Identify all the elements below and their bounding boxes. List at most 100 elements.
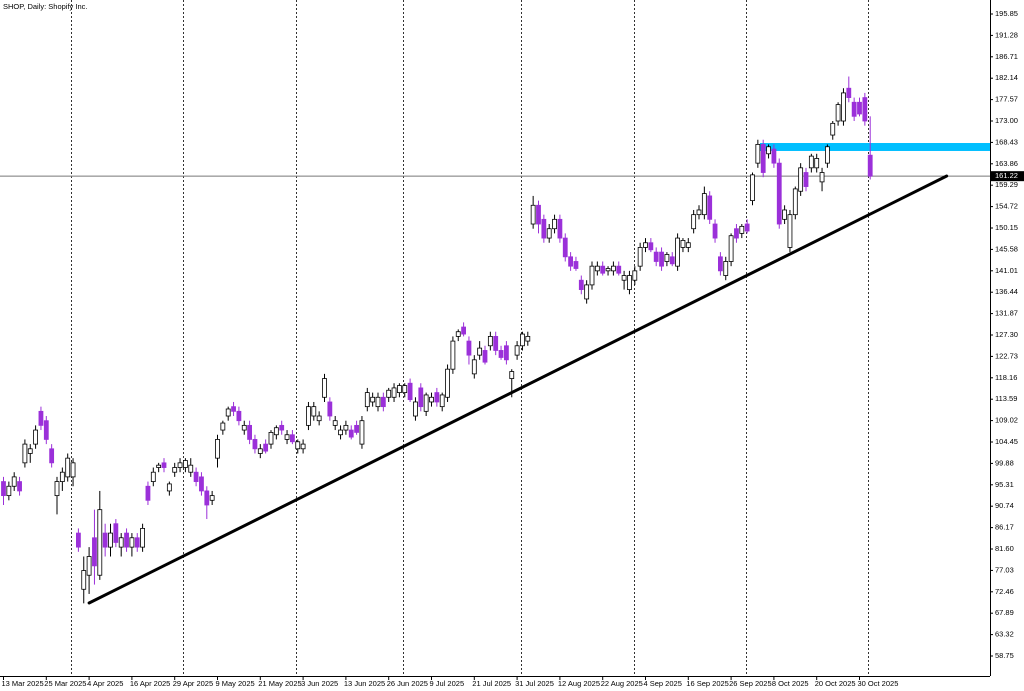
candle-body bbox=[418, 387, 424, 408]
candle-body bbox=[300, 443, 306, 450]
candle-body bbox=[819, 172, 825, 183]
x-tick-label: 13 Jun 2025 bbox=[344, 679, 385, 688]
candle-body bbox=[215, 439, 220, 459]
candle-body bbox=[659, 251, 664, 267]
candle-body bbox=[514, 345, 520, 356]
x-tick-label: 22 Aug 2025 bbox=[601, 679, 643, 688]
candle-body bbox=[113, 523, 119, 543]
candle-body bbox=[429, 396, 434, 403]
candle-body bbox=[327, 401, 333, 417]
candle-body bbox=[102, 532, 108, 548]
y-tick-label: 136.44 bbox=[995, 287, 1018, 296]
candle-body bbox=[124, 532, 129, 548]
candle-body bbox=[241, 424, 247, 431]
y-tick-label: 131.87 bbox=[995, 309, 1018, 318]
x-tick-label: 26 Jun 2025 bbox=[387, 679, 428, 688]
candle-body bbox=[348, 429, 354, 438]
candle-body bbox=[407, 382, 413, 401]
candle-body bbox=[268, 432, 274, 445]
candle-body bbox=[364, 392, 370, 408]
candle-body bbox=[338, 429, 343, 436]
candle-body bbox=[589, 265, 595, 286]
candle-body bbox=[386, 389, 392, 398]
candle-body bbox=[857, 101, 862, 115]
candle-body bbox=[669, 256, 675, 265]
candle-body bbox=[38, 410, 44, 426]
candle-body bbox=[835, 104, 841, 122]
y-tick-label: 145.58 bbox=[995, 244, 1018, 253]
candle-body bbox=[76, 532, 81, 548]
candle-body bbox=[632, 270, 638, 281]
candle-body bbox=[118, 537, 124, 548]
last-price-box bbox=[991, 171, 1024, 182]
candle-body bbox=[552, 218, 557, 230]
candle-body bbox=[273, 427, 279, 436]
y-tick-label: 141.01 bbox=[995, 266, 1018, 275]
y-tick-label: 186.71 bbox=[995, 52, 1018, 61]
candle-body bbox=[156, 464, 162, 468]
x-tick-label: 8 Oct 2025 bbox=[772, 679, 809, 688]
candle-body bbox=[691, 214, 697, 230]
candle-body bbox=[166, 483, 172, 492]
candle-body bbox=[188, 464, 194, 473]
candle-body bbox=[851, 101, 857, 117]
y-tick-label: 154.72 bbox=[995, 202, 1018, 211]
candle-body bbox=[696, 209, 702, 216]
candle-body bbox=[664, 254, 670, 262]
candle-body bbox=[578, 279, 584, 290]
candle-body bbox=[477, 347, 483, 356]
candle-body bbox=[573, 261, 579, 269]
candle-body bbox=[611, 265, 616, 272]
candle-body bbox=[65, 457, 71, 478]
x-tick-label: 9 Jul 2025 bbox=[430, 679, 465, 688]
candle-body bbox=[616, 265, 622, 274]
candle-body bbox=[803, 172, 809, 187]
candle-body bbox=[712, 223, 718, 239]
candle-body bbox=[140, 528, 146, 548]
candle-body bbox=[22, 443, 28, 464]
y-tick-label: 150.15 bbox=[995, 223, 1018, 232]
candle-body bbox=[455, 331, 461, 337]
candle-body bbox=[129, 537, 135, 548]
y-tick-label: 90.74 bbox=[995, 501, 1014, 510]
candle-body bbox=[150, 471, 156, 482]
candle-body bbox=[701, 193, 707, 216]
candle-body bbox=[493, 336, 499, 351]
candle-body bbox=[546, 228, 552, 239]
axes: 195.85 191.28 186.71 182.14 177.57 173.00 168.… bbox=[2, 9, 1024, 688]
candle-body bbox=[70, 462, 76, 478]
candle-body bbox=[161, 462, 167, 468]
candle-body bbox=[562, 237, 568, 258]
candle-body bbox=[343, 424, 349, 431]
candle-body bbox=[750, 174, 755, 202]
candle-body bbox=[862, 97, 868, 122]
candle-body bbox=[503, 345, 509, 361]
candle-body bbox=[439, 394, 445, 408]
candle-body bbox=[236, 410, 242, 422]
candle-body bbox=[92, 537, 97, 567]
y-tick-label: 104.45 bbox=[995, 437, 1018, 446]
candle-body bbox=[332, 420, 338, 426]
candle-body bbox=[86, 556, 92, 576]
y-tick-label: 81.60 bbox=[995, 544, 1014, 553]
candle-body bbox=[787, 214, 793, 248]
candle-body bbox=[627, 275, 632, 290]
y-tick-label: 109.02 bbox=[995, 416, 1018, 425]
y-tick-label: 99.88 bbox=[995, 458, 1014, 467]
y-tick-label: 77.03 bbox=[995, 565, 1014, 574]
candle-body bbox=[434, 392, 440, 403]
candle-body bbox=[814, 158, 820, 169]
candle-body bbox=[461, 326, 467, 335]
candle-body bbox=[6, 485, 12, 497]
y-tick-label: 63.32 bbox=[995, 630, 1014, 639]
candle-body bbox=[594, 265, 600, 272]
candle-body bbox=[247, 424, 253, 440]
x-tick-label: 20 Oct 2025 bbox=[815, 679, 856, 688]
candle-body bbox=[568, 256, 573, 267]
x-tick-label: 12 Aug 2025 bbox=[558, 679, 600, 688]
candle-body bbox=[370, 396, 376, 403]
y-tick-label: 67.89 bbox=[995, 608, 1014, 617]
y-tick-label: 113.59 bbox=[995, 394, 1017, 403]
candle-body bbox=[33, 429, 38, 445]
